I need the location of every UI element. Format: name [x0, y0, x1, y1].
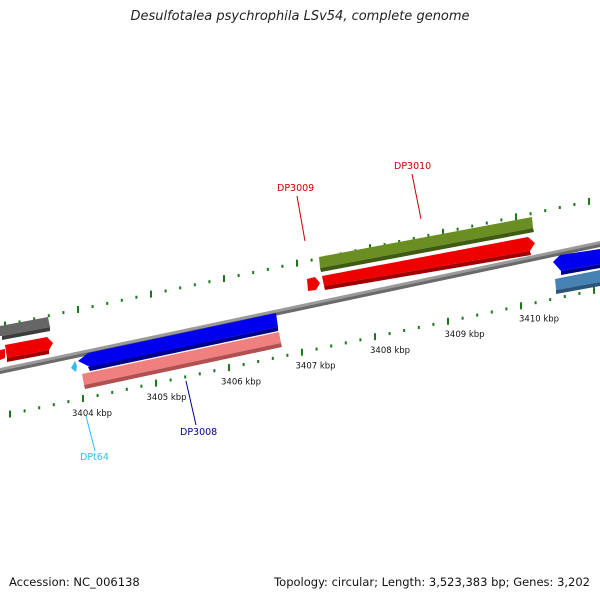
tick-label: 3408 kbp	[370, 346, 410, 356]
feature-trna-dpt64	[71, 361, 77, 372]
map-title: Desulfotalea psychrophila LSv54, complet…	[130, 9, 470, 24]
gene-label-dp3009: DP3009	[277, 183, 314, 194]
feature-red-dp3010-strand	[322, 237, 535, 290]
tick-label: 3410 kbp	[519, 314, 559, 324]
tick-labels: 3404 kbp 3405 kbp 3406 kbp 3407 kbp 3408 kbp…	[72, 314, 559, 419]
feature-red-dp3009	[307, 277, 320, 291]
gene-features	[0, 217, 600, 389]
feature-green-dp3010	[319, 217, 534, 272]
feature-steelblue-right	[555, 270, 600, 294]
gene-label-dp3010: DP3010	[394, 161, 431, 172]
gene-label-dpt64: DPt64	[80, 452, 109, 463]
feature-pink-dp3008	[82, 332, 282, 389]
tick-label: 3405 kbp	[147, 393, 187, 403]
feature-gray-left	[0, 317, 50, 340]
genome-summary-text: Topology: circular; Length: 3,523,383 bp…	[274, 575, 590, 589]
inner-tick-ring	[9, 286, 595, 418]
feature-blue-dp3007	[78, 313, 278, 371]
gene-label-dp3008: DP3008	[180, 427, 217, 438]
tick-label: 3407 kbp	[296, 362, 336, 372]
feature-red-left	[0, 337, 53, 362]
feature-blue-right	[553, 249, 600, 275]
tick-label: 3404 kbp	[72, 409, 112, 419]
tick-label: 3409 kbp	[445, 330, 485, 340]
gene-label-layer: DP3009 DP3010 DP3008 DPt64	[80, 161, 431, 463]
tick-label: 3406 kbp	[221, 378, 261, 388]
accession-text: Accession: NC_006138	[9, 575, 140, 589]
